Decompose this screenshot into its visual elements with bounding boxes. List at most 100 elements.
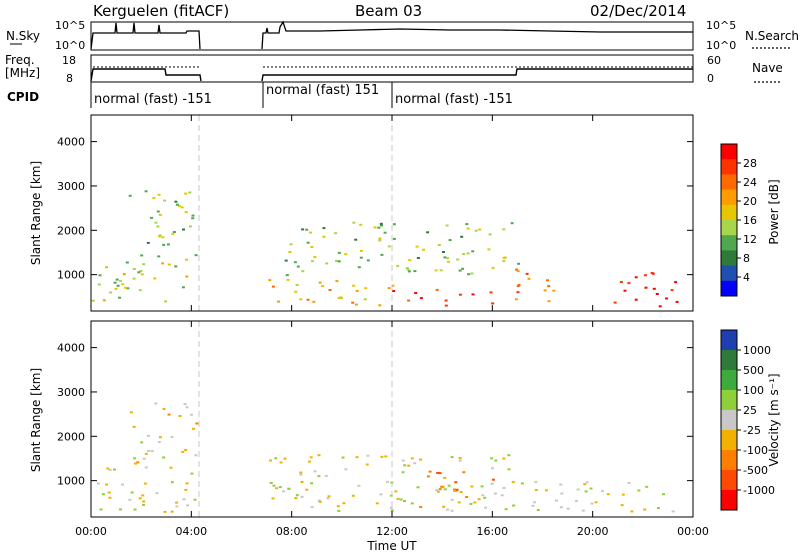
range-gate-cell — [163, 199, 167, 202]
range-gate-cell — [483, 496, 487, 499]
power-marks — [91, 190, 679, 308]
cpid-mode-2: normal (fast) 151 — [266, 83, 379, 98]
range-gate-cell — [306, 241, 310, 244]
range-gate-cell — [130, 491, 134, 494]
range-gate-cell — [459, 491, 463, 493]
range-gate-cell — [469, 502, 473, 505]
range-gate-cell — [552, 289, 556, 292]
range-gate-cell — [279, 461, 283, 464]
range-gate-cell — [355, 456, 359, 459]
range-gate-cell — [401, 459, 405, 462]
range-gate-cell — [189, 413, 193, 416]
velocity-marks — [96, 402, 675, 513]
range-gate-cell — [494, 459, 498, 462]
range-gate-cell — [543, 289, 547, 292]
scatter-region — [392, 288, 495, 307]
range-gate-cell — [274, 457, 278, 460]
range-gate-cell — [305, 488, 309, 491]
range-gate-cell — [671, 510, 675, 513]
range-gate-cell — [188, 225, 192, 228]
range-gate-cell — [283, 457, 287, 460]
colorbar-swatch — [721, 470, 737, 491]
range-gate-cell — [461, 267, 465, 270]
range-gate-cell — [284, 259, 288, 262]
range-gate-cell — [98, 274, 102, 277]
range-gate-cell — [337, 297, 341, 300]
colorbar-swatch — [721, 280, 737, 297]
colorbar-swatch — [721, 390, 737, 411]
range-gate-cell — [133, 457, 137, 460]
scatter-region — [514, 268, 556, 303]
range-gate-cell — [181, 286, 185, 289]
range-gate-cell — [352, 221, 356, 224]
range-gate-cell — [147, 449, 151, 452]
range-gate-cell — [396, 497, 400, 500]
range-gate-cell — [136, 461, 140, 464]
range-gate-cell — [435, 288, 439, 291]
range-gate-cell — [504, 508, 508, 511]
range-gate-cell — [458, 269, 462, 272]
range-gate-cell — [295, 284, 299, 286]
scatter-region — [613, 272, 679, 308]
range-gate-cell — [503, 256, 507, 259]
range-gate-cell — [484, 506, 488, 509]
range-gate-cell — [436, 490, 440, 493]
range-gate-cell — [337, 260, 341, 263]
range-gate-cell — [341, 456, 345, 459]
range-gate-cell — [310, 260, 314, 263]
range-gate-cell — [621, 493, 625, 496]
range-gate-cell — [277, 300, 280, 303]
range-gate-cell — [107, 491, 111, 494]
range-gate-cell — [294, 290, 298, 293]
range-gate-cell — [191, 217, 195, 220]
range-gate-cell — [516, 291, 520, 294]
range-gate-cell — [269, 482, 273, 484]
range-gate-cell — [144, 466, 148, 469]
range-gate-cell — [294, 497, 298, 500]
range-gate-cell — [601, 490, 604, 493]
range-gate-cell — [317, 454, 321, 457]
range-gate-cell — [157, 193, 161, 196]
y-tick-label: 2000 — [57, 430, 85, 443]
range-gate-cell — [352, 284, 356, 287]
nave-label: Nave — [752, 61, 783, 75]
range-gate-cell — [652, 287, 656, 290]
nave-tick-bottom: 0 — [707, 72, 714, 85]
range-gate-cell — [335, 259, 338, 262]
range-gate-cell — [377, 226, 381, 229]
range-gate-cell — [392, 290, 396, 292]
range-gate-cell — [305, 228, 309, 231]
range-gate-cell — [317, 499, 321, 502]
nave-tick-top: 60 — [707, 54, 721, 67]
colorbar-tick-label: 12 — [743, 233, 757, 246]
range-gate-cell — [416, 486, 420, 489]
range-gate-cell — [175, 505, 179, 508]
range-gate-cell — [178, 415, 182, 417]
range-gate-cell — [134, 462, 137, 465]
range-gate-cell — [403, 500, 406, 502]
range-gate-cell — [142, 457, 146, 460]
range-gate-cell — [121, 283, 125, 286]
range-gate-cell — [619, 281, 623, 283]
range-gate-cell — [271, 285, 275, 288]
range-gate-cell — [480, 485, 484, 488]
range-gate-cell — [650, 272, 654, 274]
range-gate-cell — [124, 286, 128, 289]
range-gate-cell — [184, 211, 188, 214]
range-gate-cell — [434, 269, 438, 272]
power-panel: 1000 2000 3000 4000 Slant Range [km] — [29, 114, 694, 312]
range-gate-cell — [454, 481, 458, 484]
beam-title: Beam 03 — [355, 2, 422, 20]
range-gate-cell — [167, 413, 171, 416]
range-gate-cell — [394, 490, 398, 493]
range-gate-cell — [566, 507, 570, 510]
range-gate-cell — [156, 210, 160, 213]
range-gate-cell — [138, 289, 142, 292]
range-gate-cell — [158, 235, 162, 238]
range-gate-cell — [102, 299, 106, 302]
scatter-region — [91, 261, 189, 303]
range-gate-cell — [581, 509, 585, 512]
cpid-mode-1: normal (fast) -151 — [94, 92, 212, 107]
range-gate-cell — [113, 468, 116, 471]
range-gate-cell — [175, 203, 179, 206]
